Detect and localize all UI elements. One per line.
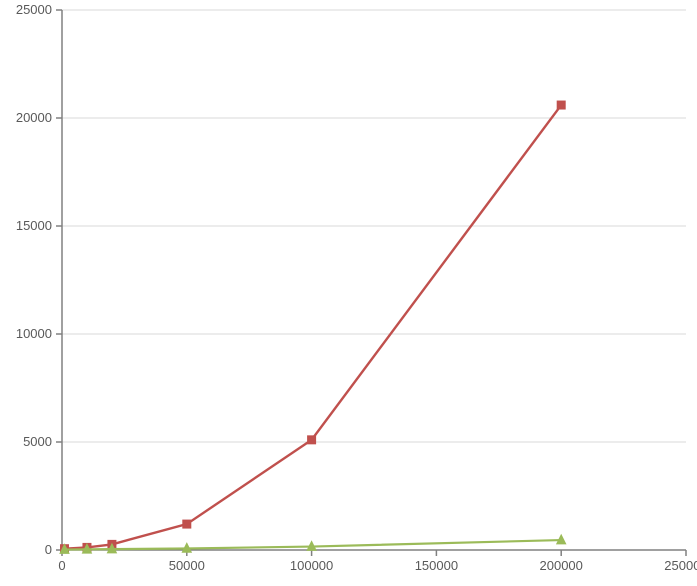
series-red-marker <box>557 101 565 109</box>
series-red-marker <box>183 520 191 528</box>
y-tick-label: 0 <box>45 542 52 557</box>
series-red-marker <box>308 436 316 444</box>
x-tick-label: 200000 <box>540 558 583 573</box>
x-tick-label: 100000 <box>290 558 333 573</box>
y-tick-label: 10000 <box>16 326 52 341</box>
x-tick-label: 150000 <box>415 558 458 573</box>
y-tick-label: 5000 <box>23 434 52 449</box>
chart-svg: 0500010000150002000025000050000100000150… <box>0 0 697 586</box>
x-tick-label: 0 <box>58 558 65 573</box>
line-chart: 0500010000150002000025000050000100000150… <box>0 0 697 586</box>
y-tick-label: 20000 <box>16 110 52 125</box>
y-tick-label: 25000 <box>16 2 52 17</box>
x-tick-label: 250000 <box>664 558 697 573</box>
y-tick-label: 15000 <box>16 218 52 233</box>
x-tick-label: 50000 <box>169 558 205 573</box>
